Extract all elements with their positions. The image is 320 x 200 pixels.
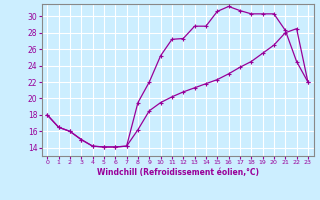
X-axis label: Windchill (Refroidissement éolien,°C): Windchill (Refroidissement éolien,°C) <box>97 168 259 177</box>
